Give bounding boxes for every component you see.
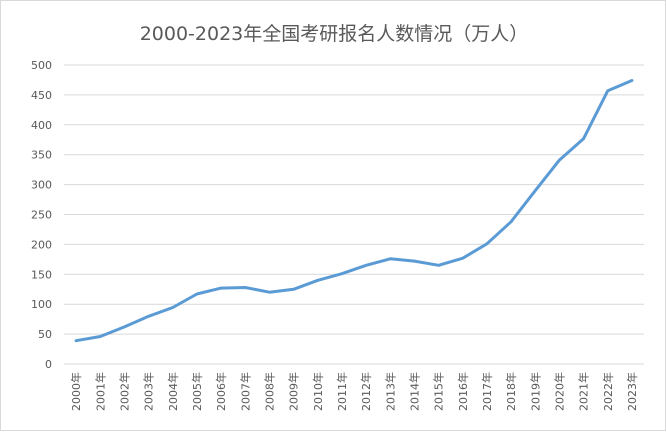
x-tick-label: 2001年 bbox=[93, 372, 107, 411]
x-tick-label: 2013年 bbox=[383, 372, 397, 411]
gridlines bbox=[64, 64, 644, 365]
data-point bbox=[123, 325, 126, 329]
x-tick-label: 2011年 bbox=[335, 372, 349, 411]
y-tick-label: 0 bbox=[45, 358, 52, 371]
data-point bbox=[340, 272, 344, 275]
x-tick-label: 2020年 bbox=[552, 372, 566, 411]
y-tick-label: 200 bbox=[31, 238, 52, 251]
x-axis-ticks: 2000年 2001年 2002年 2003年 2004年 2005年 2006年 2007年… bbox=[69, 372, 639, 411]
y-tick-label: 450 bbox=[31, 89, 52, 102]
data-point bbox=[534, 189, 537, 192]
y-tick-label: 400 bbox=[31, 119, 52, 132]
data-point bbox=[171, 306, 174, 309]
x-tick-label: 2010年 bbox=[311, 372, 325, 411]
data-point bbox=[268, 291, 271, 294]
y-tick-label: 150 bbox=[31, 268, 52, 281]
x-tick-label: 2007年 bbox=[238, 372, 252, 411]
x-tick-label: 2000年 bbox=[69, 372, 83, 411]
data-point bbox=[292, 288, 295, 291]
x-tick-label: 2018年 bbox=[504, 372, 518, 411]
x-tick-label: 2014年 bbox=[407, 372, 421, 411]
data-point bbox=[219, 286, 223, 290]
data-point bbox=[630, 79, 634, 82]
data-point bbox=[413, 259, 416, 263]
x-tick-label: 2017年 bbox=[480, 372, 494, 411]
data-point bbox=[582, 137, 585, 140]
data-point bbox=[316, 279, 319, 282]
data-point bbox=[606, 89, 609, 92]
x-tick-label: 2015年 bbox=[432, 372, 446, 411]
data-point bbox=[195, 292, 199, 296]
data-point bbox=[99, 335, 102, 338]
x-tick-label: 2006年 bbox=[214, 372, 228, 411]
data-point bbox=[147, 315, 150, 318]
series-layer bbox=[74, 79, 634, 343]
y-tick-label: 500 bbox=[31, 59, 52, 72]
x-tick-label: 2021年 bbox=[577, 372, 591, 411]
y-tick-label: 300 bbox=[31, 179, 52, 192]
x-tick-label: 2003年 bbox=[142, 372, 156, 411]
x-tick-label: 2009年 bbox=[287, 372, 301, 411]
x-tick-label: 2023年 bbox=[625, 372, 639, 411]
data-point bbox=[364, 264, 368, 267]
x-tick-label: 2005年 bbox=[190, 372, 204, 411]
y-tick-label: 350 bbox=[31, 149, 52, 162]
chart-title: 2000-2023年全国考研报名人数情况（万人） bbox=[139, 23, 529, 45]
y-axis-ticks: 0 50 100 150 200 250 300 350 400 450 500 bbox=[31, 59, 52, 371]
x-tick-label: 2016年 bbox=[456, 372, 470, 411]
data-point bbox=[437, 264, 440, 267]
x-tick-label: 2004年 bbox=[166, 372, 180, 411]
data-point bbox=[485, 242, 489, 246]
x-tick-label: 2012年 bbox=[359, 372, 373, 411]
series-line bbox=[74, 79, 634, 343]
data-point bbox=[389, 257, 392, 260]
y-tick-label: 250 bbox=[31, 209, 52, 222]
x-tick-label: 2019年 bbox=[528, 372, 542, 411]
x-tick-label: 2008年 bbox=[262, 372, 276, 411]
y-tick-label: 50 bbox=[38, 328, 52, 341]
x-tick-label: 2002年 bbox=[117, 372, 131, 411]
data-point bbox=[74, 339, 78, 342]
x-tick-label: 2022年 bbox=[601, 372, 615, 411]
data-point bbox=[461, 256, 464, 260]
data-point bbox=[244, 286, 247, 289]
y-tick-label: 100 bbox=[31, 298, 52, 311]
data-point bbox=[509, 220, 513, 223]
data-point bbox=[558, 158, 561, 162]
